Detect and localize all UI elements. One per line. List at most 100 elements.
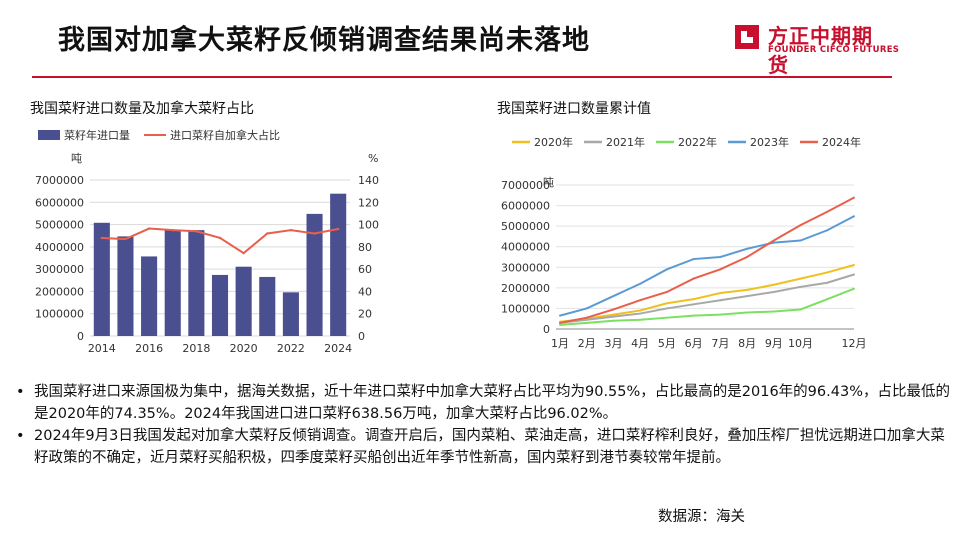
line-point bbox=[639, 299, 642, 302]
line-point bbox=[559, 314, 561, 317]
y2-tick-label: 140 bbox=[358, 174, 379, 187]
bullet-text: 我国菜籽进口来源国极为集中，据海关数据，近十年进口菜籽中加拿大菜籽占比平均为90… bbox=[34, 384, 950, 422]
series-line-2024年 bbox=[559, 196, 855, 324]
x-tick-label: 10月 bbox=[788, 337, 813, 350]
y2-tick-label: 60 bbox=[358, 263, 372, 276]
line-point bbox=[665, 268, 668, 271]
y-tick-label: 2000000 bbox=[501, 282, 550, 295]
line-point bbox=[692, 298, 695, 301]
page-title: 我国对加拿大菜籽反倾销调查结果尚未落地 bbox=[58, 25, 590, 56]
legend-swatch-bar bbox=[38, 130, 60, 140]
bar-mark bbox=[282, 292, 299, 336]
line-point bbox=[826, 298, 829, 301]
line-point bbox=[692, 303, 695, 306]
y2-tick-label: 80 bbox=[358, 241, 372, 254]
line-point bbox=[665, 316, 668, 319]
legend-label: 2020年 bbox=[534, 135, 573, 149]
line-point bbox=[853, 273, 855, 276]
line-point bbox=[799, 277, 802, 280]
line-point bbox=[799, 285, 802, 288]
line-point bbox=[559, 323, 561, 326]
y-tick-label: 6000000 bbox=[501, 200, 550, 213]
y-axis-unit: 吨 bbox=[543, 176, 554, 189]
line-point bbox=[612, 315, 615, 318]
line-point bbox=[746, 311, 749, 314]
line-point bbox=[799, 308, 802, 311]
bar-mark bbox=[211, 274, 229, 336]
bar-mark bbox=[235, 266, 252, 336]
line-point bbox=[826, 229, 829, 232]
x-tick-label: 1月 bbox=[551, 337, 569, 350]
x-tick-label: 2020 bbox=[230, 342, 258, 355]
line-point bbox=[772, 290, 775, 293]
line-point bbox=[266, 232, 269, 235]
line-point bbox=[612, 319, 615, 322]
line-point bbox=[719, 299, 722, 302]
line-point bbox=[195, 230, 198, 233]
bullet-item: • 我国菜籽进口来源国极为集中，据海关数据，近十年进口菜籽中加拿大菜籽占比平均为9… bbox=[14, 381, 954, 425]
line-point bbox=[853, 287, 855, 290]
line-point bbox=[692, 277, 695, 280]
x-tick-label: 8月 bbox=[738, 337, 756, 350]
line-point bbox=[639, 309, 642, 312]
line-point bbox=[772, 239, 775, 242]
y-tick-label: 5000000 bbox=[35, 219, 84, 232]
line-point bbox=[612, 308, 615, 311]
series-line-share bbox=[101, 227, 339, 255]
y2-tick-label: 120 bbox=[358, 196, 379, 209]
line-point bbox=[692, 314, 695, 317]
line-point bbox=[313, 232, 316, 235]
series-line-2022年 bbox=[559, 287, 855, 326]
line-point bbox=[585, 307, 588, 310]
line-point bbox=[559, 321, 561, 324]
y-tick-label: 3000000 bbox=[35, 263, 84, 276]
bar-mark bbox=[93, 222, 110, 336]
legend-label: 2024年 bbox=[822, 135, 861, 149]
line-point bbox=[719, 268, 722, 271]
company-logo: 方正中期期货 FOUNDER CIFCO FUTURES bbox=[732, 18, 899, 77]
line-point bbox=[585, 318, 588, 321]
line-point bbox=[719, 292, 722, 294]
line-point bbox=[665, 302, 668, 305]
logo-mark-icon bbox=[735, 25, 759, 49]
line-point bbox=[665, 307, 668, 310]
line-point bbox=[746, 288, 749, 291]
y2-tick-label: 0 bbox=[358, 330, 365, 343]
line-point bbox=[746, 295, 749, 298]
line-point bbox=[719, 256, 722, 258]
x-tick-label: 2018 bbox=[182, 342, 210, 355]
y2-tick-label: 40 bbox=[358, 285, 372, 298]
line-point bbox=[826, 281, 829, 284]
line-point bbox=[124, 237, 127, 241]
legend-label-bar: 菜籽年进口量 bbox=[64, 128, 130, 142]
line-point bbox=[799, 239, 802, 242]
bullet-marker: • bbox=[16, 384, 25, 400]
y-tick-label: 7000000 bbox=[501, 179, 550, 192]
x-tick-label: 6月 bbox=[685, 337, 703, 350]
y2-tick-label: 100 bbox=[358, 219, 379, 232]
y-tick-label: 0 bbox=[77, 330, 84, 343]
line-point bbox=[692, 258, 695, 261]
bar-mark bbox=[117, 236, 134, 336]
chart1-title: 我国菜籽进口数量及加拿大菜籽占比 bbox=[30, 101, 254, 117]
x-tick-label: 4月 bbox=[631, 337, 649, 350]
line-point bbox=[147, 227, 151, 230]
bullet-list: • 我国菜籽进口来源国极为集中，据海关数据，近十年进口菜籽中加拿大菜籽占比平均为9… bbox=[14, 381, 954, 469]
y-tick-label: 2000000 bbox=[35, 285, 84, 298]
line-point bbox=[100, 236, 104, 240]
y2-tick-label: 20 bbox=[358, 308, 372, 321]
line-point bbox=[746, 256, 749, 258]
legend-label-line: 进口菜籽自加拿大占比 bbox=[170, 128, 280, 142]
line-point bbox=[336, 227, 340, 231]
line-point bbox=[719, 313, 722, 316]
x-tick-label: 2016 bbox=[135, 342, 163, 355]
line-point bbox=[853, 196, 855, 199]
y-tick-label: 6000000 bbox=[35, 196, 84, 209]
line-point bbox=[218, 236, 222, 240]
chart2-title: 我国菜籽进口数量累计值 bbox=[497, 101, 651, 117]
series-line-2021年 bbox=[559, 273, 855, 324]
legend-label: 2023年 bbox=[750, 135, 789, 149]
y-tick-label: 5000000 bbox=[501, 220, 550, 233]
x-tick-label: 9月 bbox=[765, 337, 783, 350]
